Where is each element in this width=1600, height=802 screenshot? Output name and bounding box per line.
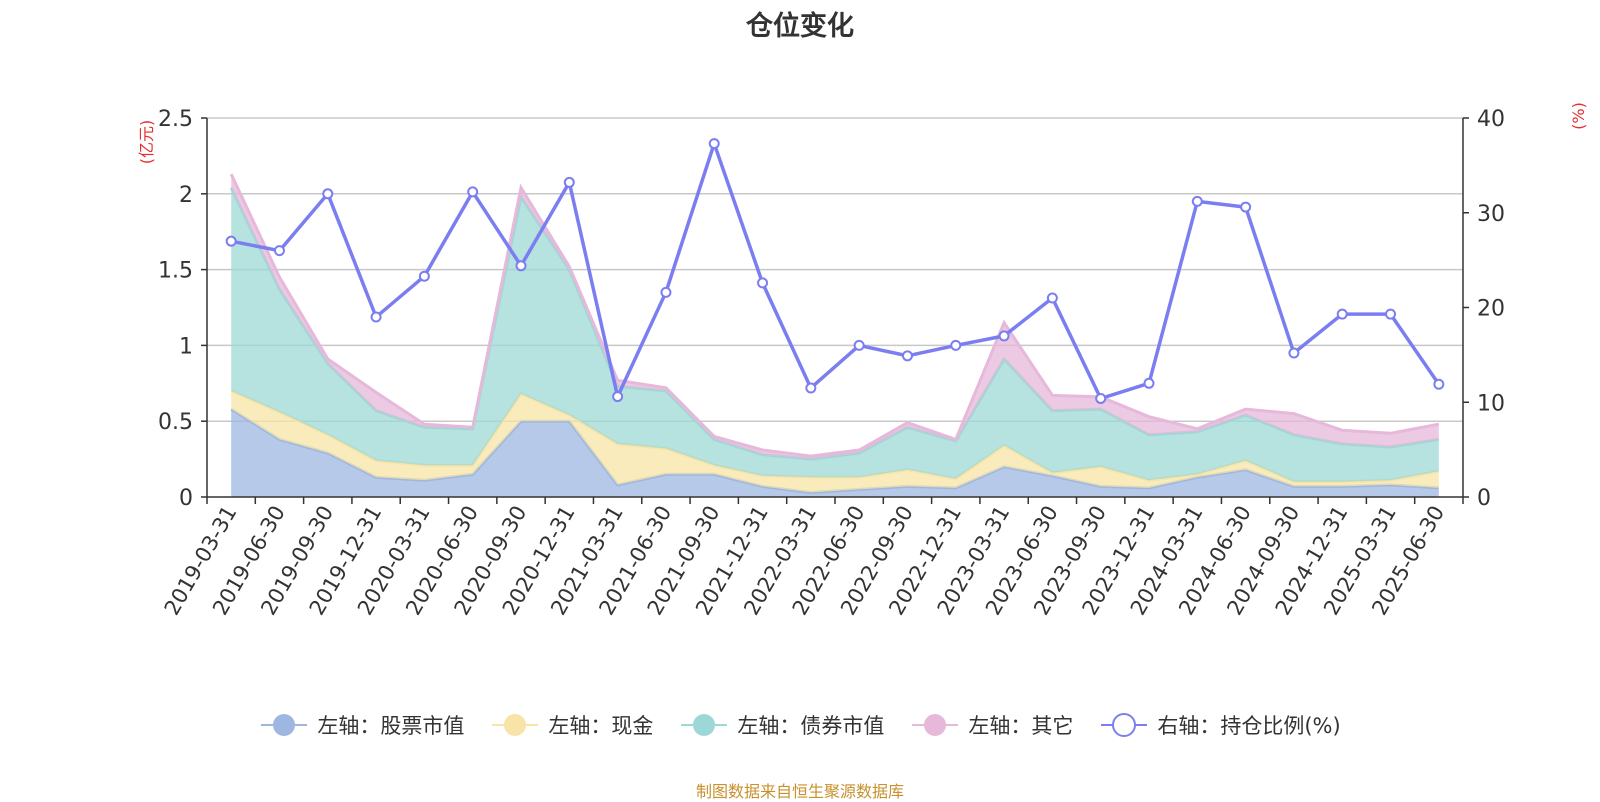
left-tick-label: 0 [179,486,193,511]
right-axis-unit-label: (%) [1569,102,1588,130]
legend-label: 右轴：持仓比例(%) [1157,714,1341,738]
stacked-areas [229,173,1440,497]
left-tick-label: 1 [179,334,193,359]
ratio-point [757,277,769,289]
source-note: 制图数据来自恒生聚源数据库 [695,782,904,801]
legend-label: 左轴：其它 [968,714,1074,738]
legend-label: 左轴：现金 [548,714,654,738]
ratio-point [563,176,575,188]
ratio-point [1433,378,1445,390]
right-tick-label: 30 [1477,202,1505,227]
right-tick-label: 0 [1477,486,1491,511]
legend-symbol-icon [912,714,959,736]
area-series-1 [231,409,1439,497]
ratio-point [418,270,430,282]
area-series-2 [231,390,1439,493]
ratio-point [950,339,962,351]
right-tick-label: 40 [1477,107,1505,132]
legend-item-3[interactable]: 左轴：债券市值 [679,710,884,740]
left-tick-label: 1.5 [158,259,193,284]
legend-symbol-icon [261,714,308,736]
ratio-point [225,235,237,247]
legend-label: 左轴：股票市值 [317,714,465,738]
ratio-point [660,286,672,298]
axes: 00.511.522.50102030402019-03-312019-06-3… [158,107,1505,619]
right-tick-label: 20 [1477,297,1505,322]
chart-title: 仓位变化 [746,11,854,42]
ratio-point [1288,347,1300,359]
legend-item-1[interactable]: 左轴：股票市值 [259,710,464,740]
ratio-point [998,330,1010,342]
ratio-point [1191,195,1203,207]
ratio-point [1046,292,1058,304]
ratio-point [853,339,865,351]
ratio-point [322,188,334,200]
legend-label: 左轴：债券市值 [737,714,885,738]
ratio-point [273,245,285,257]
legend-symbol-icon [681,714,728,736]
legend-symbol-icon [492,714,539,736]
area-series-4 [231,174,1439,460]
ratio-point [901,350,913,362]
ratio-line-path [230,141,1441,401]
ratio-point [1385,308,1397,320]
left-tick-label: 2.5 [158,107,193,132]
legend-item-5[interactable]: 右轴：持仓比例(%) [1099,710,1341,740]
ratio-point [1143,377,1155,389]
left-tick-label: 2 [179,183,193,208]
legend-item-4[interactable]: 左轴：其它 [910,710,1073,740]
legend-symbol-icon [1101,713,1148,737]
ratio-point [1095,392,1107,404]
ratio-point [1240,201,1252,213]
left-axis-unit-label: (亿元) [137,120,156,165]
ratio-line [225,138,1445,404]
right-tick-label: 10 [1477,391,1505,416]
left-tick-label: 0.5 [158,410,193,435]
ratio-point [805,382,817,394]
grid-lines [207,117,1463,422]
chart: 00.511.522.50102030402019-03-312019-06-3… [137,102,1588,619]
legend: 左轴：股票市值 左轴：现金 左轴：债券市值 左轴：其它 右轴：持仓比例(%) [0,710,1600,740]
ratio-point [467,186,479,198]
ratio-point [1336,308,1348,320]
area-series-3 [231,187,1439,482]
area-edge-series-1 [230,407,1439,495]
ratio-point [612,391,624,403]
ratio-point [370,311,382,323]
area-edge-series-4 [229,173,1440,458]
ratio-point [515,260,527,272]
ratio-point [708,138,720,150]
legend-item-2[interactable]: 左轴：现金 [490,710,653,740]
